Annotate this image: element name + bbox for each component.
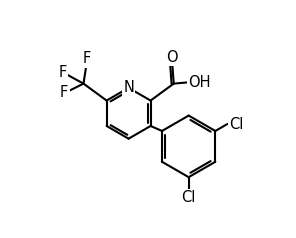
Text: N: N	[123, 80, 134, 95]
Text: Cl: Cl	[229, 117, 244, 132]
Text: O: O	[166, 50, 178, 65]
Text: F: F	[83, 51, 91, 66]
Text: F: F	[59, 65, 67, 80]
Text: Cl: Cl	[181, 190, 196, 205]
Text: OH: OH	[188, 74, 210, 89]
Text: F: F	[60, 85, 68, 100]
